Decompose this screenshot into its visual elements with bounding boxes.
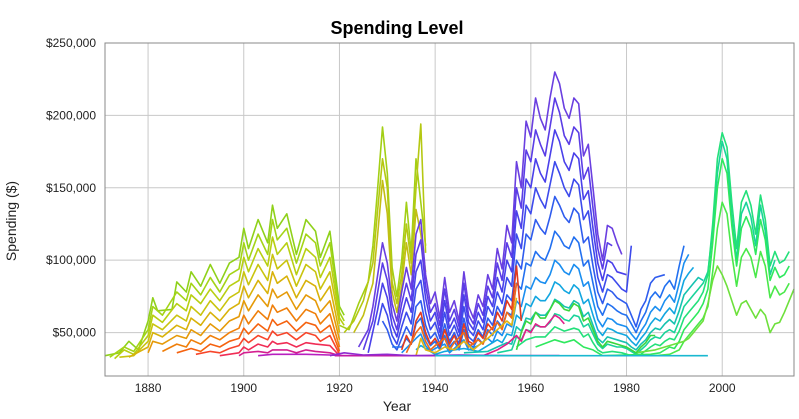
series-line-4 [119, 253, 341, 358]
series-line-25 [497, 140, 776, 356]
x-axis-label: Year [383, 398, 412, 414]
series-line-24 [463, 276, 704, 354]
x-tick-label: 1980 [613, 381, 640, 395]
series-line-18 [367, 129, 627, 353]
series-line-26 [516, 132, 790, 357]
series-line-11 [238, 349, 340, 357]
x-tick-label: 1920 [326, 381, 353, 395]
series-line-29 [635, 265, 795, 354]
series-line-22 [401, 254, 690, 354]
series-line-19 [376, 160, 633, 345]
series-line-15 [353, 179, 427, 333]
series-line-27 [535, 158, 790, 357]
x-tick-label: 1940 [422, 381, 449, 395]
series-line-33 [415, 297, 518, 356]
series-line-5 [128, 270, 341, 358]
series-line-7 [162, 304, 341, 353]
series-line-6 [147, 288, 341, 354]
chart-title: Spending Level [330, 18, 463, 38]
x-tick-label: 1960 [517, 381, 544, 395]
x-tick-label: 1900 [230, 381, 257, 395]
series-line-20 [381, 195, 666, 351]
x-tick-label: 1880 [135, 381, 162, 395]
series-line-17 [362, 97, 613, 351]
series-line-28 [607, 201, 790, 357]
y-tick-label: $150,000 [46, 181, 96, 195]
series-line-21 [392, 230, 685, 351]
series-line-34 [482, 314, 565, 357]
series-lines [104, 71, 795, 360]
y-tick-label: $250,000 [46, 36, 96, 50]
y-tick-label: $100,000 [46, 253, 96, 267]
plot-frame [104, 42, 795, 377]
series-line-2 [109, 218, 345, 358]
y-tick-label: $200,000 [46, 108, 96, 122]
x-tick-label: 2000 [709, 381, 736, 395]
series-line-1 [104, 204, 345, 357]
tick-labels: 1880 1900 1920 1940 1960 1980 2000 $50,000 $100,… [46, 36, 736, 395]
series-line-30 [515, 299, 656, 354]
series-line-3 [114, 236, 345, 360]
series-line-32 [405, 283, 518, 354]
series-line-9 [195, 330, 341, 356]
series-line-23 [415, 266, 695, 356]
series-line-8 [176, 318, 341, 354]
series-line-16 [357, 71, 623, 348]
series-line-10 [219, 340, 341, 357]
y-axis-label: Spending ($) [3, 181, 19, 261]
y-tick-label: $50,000 [53, 326, 97, 340]
